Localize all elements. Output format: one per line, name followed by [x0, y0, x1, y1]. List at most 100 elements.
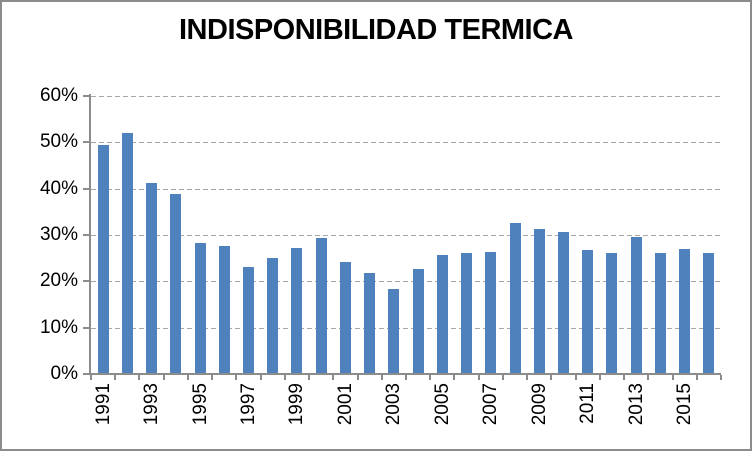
bar-1997 — [243, 266, 254, 374]
x-label-slot-2002 — [358, 383, 382, 449]
x-tick-mark-26 — [720, 375, 722, 380]
bar-2012 — [606, 252, 618, 374]
bar-2003 — [388, 288, 400, 374]
x-tick-mark-24 — [671, 375, 674, 380]
bar-2006 — [461, 253, 473, 374]
bar-2004 — [412, 269, 424, 374]
x-tick-mark-18 — [526, 375, 529, 380]
y-tick-mark-50 — [83, 141, 89, 144]
gridline-50 — [91, 142, 721, 144]
x-label-slot-2016 — [697, 383, 721, 449]
gridline-10 — [91, 327, 721, 329]
bar-2000 — [315, 237, 327, 374]
bar-2014 — [654, 253, 666, 374]
bar-1996 — [218, 246, 230, 374]
y-tick-label-10: 10% — [39, 316, 78, 338]
y-tick-label-20: 20% — [39, 270, 78, 292]
x-label-slot-1999: 1999 — [285, 383, 309, 449]
y-tick-mark-20 — [83, 280, 89, 283]
x-tick-mark-0 — [90, 375, 92, 380]
x-label-slot-2010 — [551, 383, 575, 449]
x-tick-label-2009: 2009 — [528, 383, 550, 426]
y-tick-mark-60 — [83, 95, 89, 97]
x-tick-mark-1 — [114, 375, 117, 380]
chart-title: INDISPONIBILIDAD TERMICA — [179, 14, 574, 46]
x-tick-mark-23 — [647, 375, 650, 380]
x-tick-mark-25 — [695, 375, 698, 380]
x-label-slot-2014 — [648, 383, 672, 449]
x-tick-mark-7 — [259, 375, 262, 380]
x-tick-label-1997: 1997 — [238, 383, 260, 426]
x-label-slot-2012 — [600, 383, 624, 449]
bar-2010 — [558, 231, 569, 374]
x-tick-mark-20 — [574, 375, 577, 380]
x-label-slot-2011: 2011 — [576, 383, 600, 449]
x-axis-labels: 1991 1993 1995 1997 1999 2001 2003 2005 2007 2009… — [91, 383, 721, 449]
x-tick-label-1995: 1995 — [189, 383, 211, 426]
bar-1993 — [146, 183, 158, 374]
x-tick-label-1999: 1999 — [286, 383, 308, 426]
x-label-slot-1994 — [164, 383, 188, 449]
x-tick-label-2013: 2013 — [625, 383, 647, 426]
x-tick-mark-4 — [186, 375, 189, 380]
x-tick-mark-3 — [162, 375, 165, 380]
x-tick-label-2007: 2007 — [480, 383, 502, 426]
x-label-slot-2005: 2005 — [430, 383, 454, 449]
x-label-slot-2015: 2015 — [673, 383, 697, 449]
x-tick-mark-22 — [623, 375, 626, 380]
x-tick-mark-19 — [550, 375, 553, 380]
plot-area — [91, 96, 721, 374]
x-tick-mark-14 — [429, 375, 432, 380]
x-label-slot-2013: 2013 — [624, 383, 648, 449]
x-tick-mark-21 — [598, 375, 601, 380]
gridline-30 — [91, 235, 721, 236]
bar-1991 — [97, 144, 109, 374]
x-label-slot-2009: 2009 — [527, 383, 551, 449]
bar-1999 — [291, 247, 303, 374]
y-tick-mark-30 — [83, 234, 89, 236]
x-tick-mark-6 — [235, 375, 238, 380]
bar-2015 — [679, 248, 691, 374]
bar-2002 — [364, 273, 376, 374]
x-tick-label-2005: 2005 — [431, 383, 453, 426]
bar-2013 — [630, 236, 642, 374]
x-label-slot-2007: 2007 — [479, 383, 503, 449]
x-label-slot-1992 — [115, 383, 139, 449]
x-tick-mark-17 — [501, 375, 504, 380]
x-label-slot-2006 — [455, 383, 479, 449]
x-tick-mark-10 — [332, 375, 335, 380]
y-tick-label-50: 50% — [39, 131, 78, 153]
x-tick-mark-2 — [138, 375, 141, 380]
gridline-20 — [91, 281, 721, 283]
bar-2016 — [703, 253, 715, 374]
bar-2001 — [339, 262, 351, 374]
x-label-slot-1996 — [212, 383, 236, 449]
bar-1992 — [121, 133, 133, 374]
x-label-slot-1991: 1991 — [91, 383, 115, 449]
x-label-slot-1993: 1993 — [139, 383, 163, 449]
y-tick-mark-10 — [83, 326, 89, 329]
x-tick-mark-15 — [453, 375, 456, 380]
y-axis-line — [89, 94, 91, 375]
x-tick-mark-12 — [380, 375, 383, 380]
bar-2011 — [582, 249, 594, 374]
y-tick-label-60: 60% — [39, 85, 78, 106]
x-tick-label-1991: 1991 — [92, 383, 114, 426]
x-tick-mark-13 — [405, 375, 407, 380]
x-label-slot-2001: 2001 — [333, 383, 357, 449]
bar-2008 — [509, 223, 521, 374]
y-tick-mark-40 — [83, 187, 89, 190]
y-tick-label-0: 0% — [50, 363, 78, 384]
x-axis-line — [89, 373, 721, 375]
bar-2005 — [436, 255, 448, 374]
x-label-slot-2003: 2003 — [382, 383, 406, 449]
y-tick-mark-0 — [83, 373, 89, 375]
x-label-slot-1995: 1995 — [188, 383, 212, 449]
x-tick-mark-9 — [308, 375, 311, 380]
x-tick-mark-11 — [356, 375, 359, 380]
y-tick-label-30: 30% — [39, 224, 78, 245]
x-tick-label-1993: 1993 — [141, 383, 163, 426]
x-tick-label-2001: 2001 — [334, 383, 356, 426]
bar-1994 — [170, 193, 182, 374]
gridline-60 — [91, 96, 721, 97]
